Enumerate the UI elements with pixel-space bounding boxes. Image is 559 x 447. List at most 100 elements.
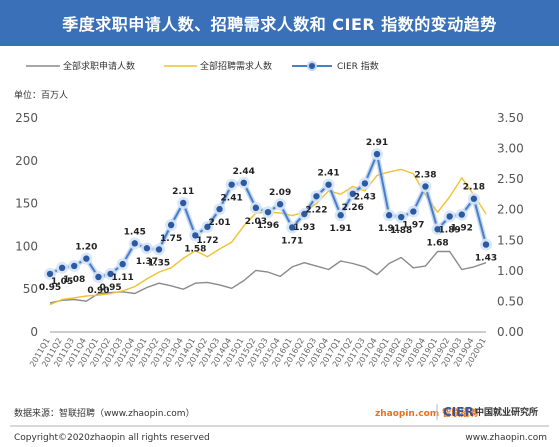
cier-data-label: 1.97 xyxy=(402,221,424,231)
y-left-tick-label: 50 xyxy=(23,282,38,296)
cier-data-label: 2.41 xyxy=(221,194,243,204)
cier-marker xyxy=(240,179,247,187)
legend: 全部求职申请人数 全部招聘需求人数 CIER 指数 xyxy=(26,60,379,72)
y-left-tick-label: 250 xyxy=(15,111,38,125)
cier-data-label: 0.95 xyxy=(99,283,121,293)
cier-marker xyxy=(119,260,126,268)
legend-marker-cier xyxy=(307,61,317,71)
cier-data-label: 1.88 xyxy=(390,226,412,236)
cier-marker xyxy=(385,212,393,219)
cier-data-label: 1.37 xyxy=(136,257,158,267)
cier-data-label: 1.20 xyxy=(75,243,97,253)
axes-group: 0 50 100 150 200 250 0.00 0.50 1.00 1.50 2.00 2.50 3… xyxy=(15,111,524,368)
cier-data-label: 1.91 xyxy=(330,224,352,234)
website-text: www.zhaopin.com xyxy=(465,433,547,443)
cier-data-label: 2.38 xyxy=(414,170,436,180)
cier-data-label: 1.96 xyxy=(257,221,279,231)
cier-marker xyxy=(58,264,66,271)
cier-data-label: 0.90 xyxy=(87,286,109,296)
y-right-tick-label: 2.00 xyxy=(497,203,524,217)
cier-data-label: 2.41 xyxy=(317,169,339,179)
y-right-tick-label: 0.50 xyxy=(497,294,524,308)
cier-marker xyxy=(204,223,211,231)
cier-data-label: 1.45 xyxy=(124,227,146,237)
y-right-tick-label: 3.00 xyxy=(497,142,524,156)
cier-marker xyxy=(470,195,478,202)
cier-marker xyxy=(216,205,223,213)
chart-title: 季度求职申请人数、招聘需求人数和 CIER 指数的变动趋势 xyxy=(0,0,559,46)
source-note: 数据来源：智联招聘（www.zhaopin.com） xyxy=(14,407,195,419)
cier-data-label: 2.44 xyxy=(233,167,255,177)
cier-marker xyxy=(446,213,453,220)
cier-data-label: 1.05 xyxy=(51,277,73,287)
cier-data-label: 1.08 xyxy=(63,275,85,285)
cier-data-label: 1.43 xyxy=(475,254,497,264)
cier-marker xyxy=(373,150,381,158)
cier-marker xyxy=(46,270,54,278)
cier-data-label: 2.91 xyxy=(366,138,388,148)
cier-marker xyxy=(398,213,405,221)
cier-marker xyxy=(155,246,163,253)
cier-marker xyxy=(313,193,320,200)
copyright-text: Copyright©2020zhaopin all rights reserve… xyxy=(14,433,210,443)
cier-marker xyxy=(410,208,417,215)
cier-marker xyxy=(131,240,138,247)
y-right-tick-label: 0.00 xyxy=(497,325,524,339)
legend-label-cier: CIER 指数 xyxy=(337,60,379,72)
markers-group xyxy=(44,148,492,283)
cier-marker xyxy=(180,199,187,207)
legend-label-applicants: 全部求职申请人数 xyxy=(63,60,135,72)
cier-data-label: 1.91 xyxy=(378,224,400,234)
cier-marker xyxy=(95,273,102,281)
cier-logo: CIER 中国就业研究所 xyxy=(436,404,538,420)
cier-marker xyxy=(143,245,151,252)
cier-marker xyxy=(301,210,308,218)
zhaopin-logo-text: zhaopin.com 智联招聘 xyxy=(375,407,478,419)
cier-data-label: 1.71 xyxy=(281,236,303,246)
cier-data-label: 2.18 xyxy=(463,183,485,193)
y-left-tick-label: 200 xyxy=(15,154,38,168)
unit-label: 单位：百万人 xyxy=(14,89,68,101)
cier-data-label: 1.89 xyxy=(439,225,461,235)
y-right-tick-label: 3.50 xyxy=(497,111,524,125)
cier-data-label: 2.43 xyxy=(354,192,376,202)
cier-marker xyxy=(422,183,429,190)
y-right-tick-label: 2.50 xyxy=(497,172,524,186)
cier-marker xyxy=(276,201,284,208)
y-left-tick-label: 100 xyxy=(15,239,38,253)
cier-data-label: 0.95 xyxy=(39,283,61,293)
cier-marker xyxy=(349,190,356,198)
cier-data-label: 2.01 xyxy=(208,218,230,228)
cier-data-label: 1.35 xyxy=(148,258,170,268)
cier-marker xyxy=(167,221,175,229)
cier-data-label: 1.58 xyxy=(184,244,206,254)
cier-marker xyxy=(264,208,272,216)
cier-marker xyxy=(107,270,114,278)
y-left-tick-label: 0 xyxy=(30,325,38,339)
cier-marker xyxy=(228,181,235,188)
cier-marker xyxy=(83,255,90,262)
cier-marker xyxy=(71,262,78,270)
cier-data-label: 2.09 xyxy=(269,188,291,198)
cier-marker xyxy=(361,180,369,187)
cier-data-label: 1.68 xyxy=(426,238,448,248)
cier-marker xyxy=(434,226,441,233)
cier-marker xyxy=(482,241,490,248)
cier-marker xyxy=(252,204,260,212)
cier-data-label: 2.03 xyxy=(245,217,267,227)
y-right-tick-label: 1.50 xyxy=(497,233,524,247)
cier-data-label: 1.75 xyxy=(160,234,182,244)
cier-data-label: 1.92 xyxy=(451,224,473,234)
cier-data-label: 1.93 xyxy=(293,223,315,233)
cier-marker xyxy=(325,181,332,188)
cier-data-label: 1.72 xyxy=(196,236,218,246)
legend-label-demand: 全部招聘需求人数 xyxy=(200,60,272,72)
cier-data-label: 2.11 xyxy=(172,187,194,197)
cier-marker xyxy=(337,212,344,219)
zhaopin-logo: zhaopin.com 智联招聘 xyxy=(375,407,478,419)
y-left-tick-label: 150 xyxy=(15,197,38,211)
cier-marker xyxy=(458,211,465,218)
series-line-0 xyxy=(49,250,487,304)
